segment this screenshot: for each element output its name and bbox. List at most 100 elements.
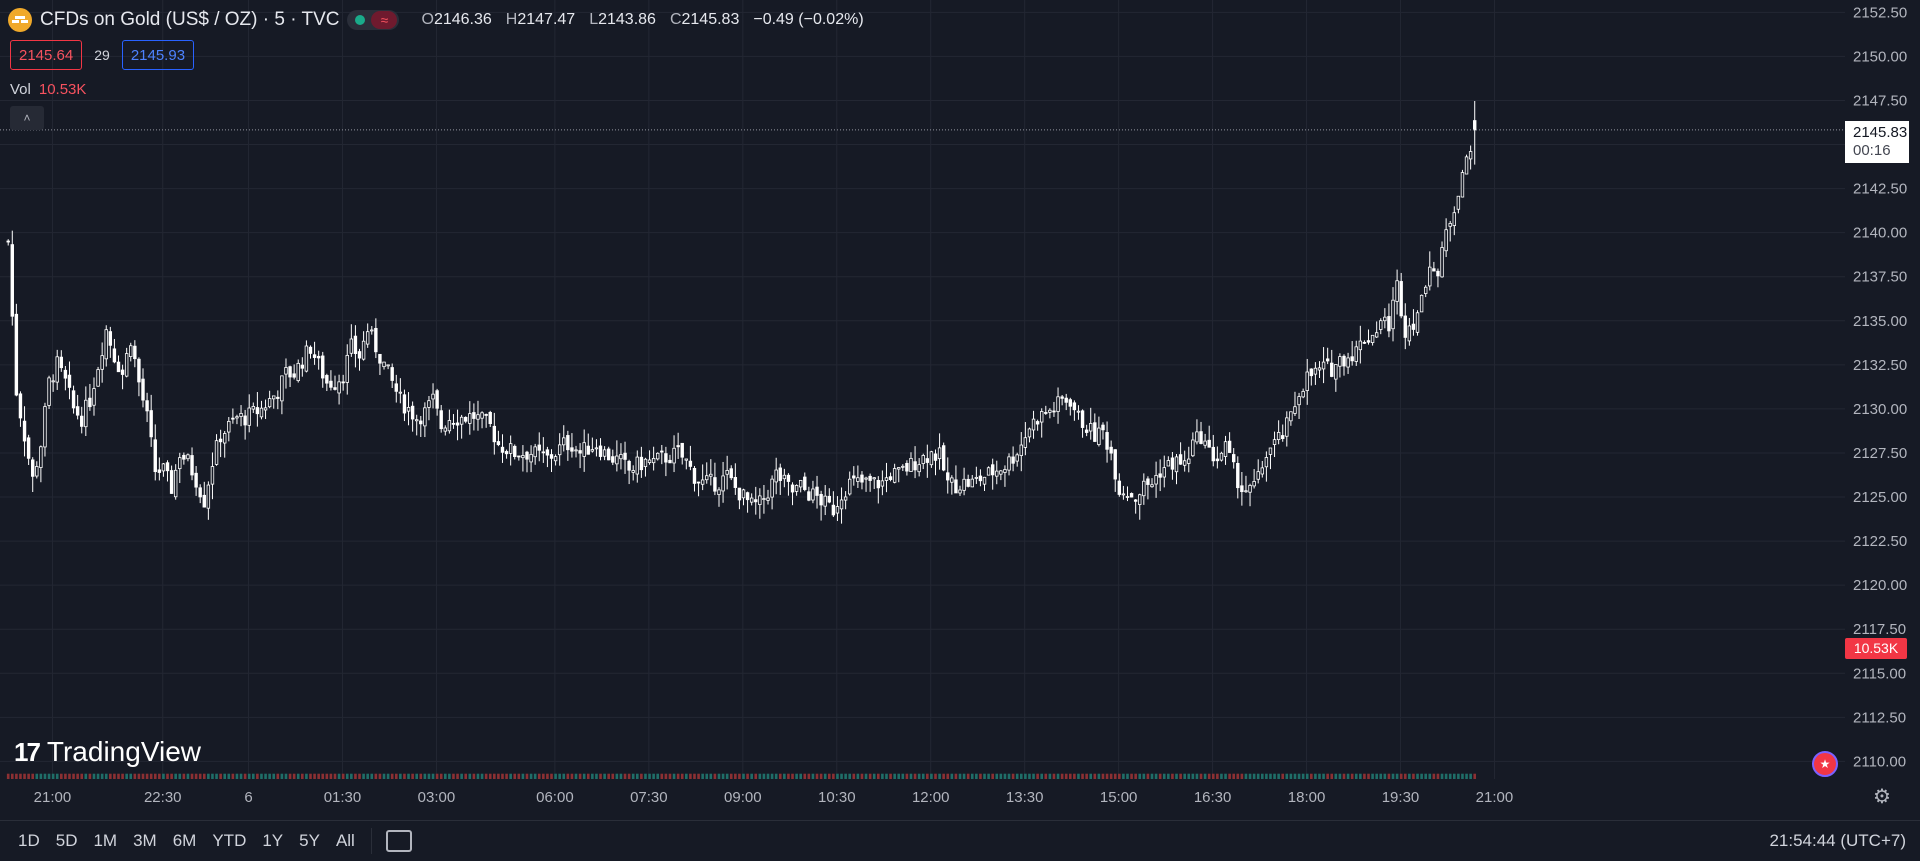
- candle-body: [112, 348, 117, 363]
- volume-bar: [1134, 773, 1137, 779]
- candle-body: [770, 478, 774, 498]
- volume-bar: [1448, 773, 1452, 779]
- volume-bar: [958, 773, 962, 779]
- bid-price[interactable]: 2145.64: [10, 40, 83, 70]
- us-flag-icon[interactable]: ★: [1812, 751, 1838, 777]
- calendar-goto-icon[interactable]: [385, 830, 412, 852]
- candle-body: [231, 417, 235, 420]
- ask-price[interactable]: 2145.93: [121, 40, 195, 70]
- candle-body: [190, 455, 194, 476]
- volume-bar: [243, 773, 247, 779]
- candle-body: [913, 461, 917, 471]
- candle-body: [492, 425, 497, 443]
- volume-bar: [305, 773, 308, 779]
- collapse-legend-button[interactable]: ˄: [10, 106, 44, 130]
- price-chart[interactable]: 2152.502150.002147.502145.002142.502140.…: [0, 0, 1920, 820]
- candle-body: [1240, 485, 1244, 493]
- volume-bar: [1416, 773, 1419, 779]
- candle-body: [1154, 475, 1158, 485]
- candle-body: [88, 397, 92, 408]
- candle-body: [431, 393, 435, 400]
- volume-bar: [1260, 773, 1264, 779]
- volume-bar: [1322, 773, 1325, 779]
- candle-body: [982, 476, 987, 485]
- candle-body: [308, 346, 313, 354]
- candle-body: [778, 467, 782, 481]
- candle-body: [1272, 439, 1277, 445]
- candle-body: [598, 445, 603, 457]
- y-tick-label: 2142.50: [1853, 181, 1907, 198]
- volume-bar: [742, 773, 745, 779]
- y-tick-label: 2130.00: [1853, 401, 1907, 418]
- range-1d-button[interactable]: 1D: [18, 831, 40, 850]
- volume-bar: [1326, 773, 1329, 779]
- range-1y-button[interactable]: 1Y: [262, 831, 284, 850]
- time-axis[interactable]: 21:00 22:30 6 01:30 03:00 06:00 07:30 09:00 10:3…: [34, 789, 1514, 806]
- candle-body: [1211, 446, 1215, 462]
- volume-bar: [1187, 773, 1191, 779]
- candle-body: [153, 439, 157, 473]
- volume-bar: [513, 773, 517, 779]
- volume-bar: [231, 773, 235, 779]
- volume-bar: [227, 773, 231, 779]
- volume-bar: [1032, 773, 1035, 779]
- spread-value: 29: [94, 47, 110, 63]
- range-6m-button[interactable]: 6M: [172, 831, 197, 850]
- range-1m-button[interactable]: 1M: [93, 831, 118, 850]
- volume-bar: [476, 773, 480, 779]
- volume-bar: [1101, 773, 1105, 779]
- volume-bar: [811, 773, 815, 779]
- tradingview-watermark[interactable]: 17 TradingView: [14, 736, 201, 768]
- candle-body: [255, 407, 260, 415]
- volume-bar: [260, 773, 263, 779]
- volume-bar: [117, 773, 120, 779]
- candle-body: [1101, 424, 1105, 431]
- volume-bar: [1256, 773, 1260, 779]
- range-3m-button[interactable]: 3M: [133, 831, 157, 850]
- candle-body: [1256, 471, 1260, 480]
- candle-body: [100, 355, 104, 370]
- candle-body: [705, 475, 709, 481]
- candle-body: [517, 455, 521, 458]
- volume-bar: [153, 773, 157, 779]
- market-status[interactable]: ≈: [347, 10, 400, 30]
- candle-body: [18, 393, 23, 419]
- volume-bar: [43, 773, 47, 779]
- timezone-clock[interactable]: 21:54:44 (UTC+7): [1769, 831, 1906, 850]
- volume-bar: [1081, 773, 1084, 779]
- candle-body: [239, 413, 243, 417]
- range-ytd-button[interactable]: YTD: [212, 831, 247, 850]
- candle-body: [688, 460, 693, 467]
- volume-bar: [1399, 773, 1403, 779]
- candle-body: [570, 447, 574, 452]
- candle-body: [488, 411, 492, 425]
- volume-bar: [868, 773, 872, 779]
- candle-body: [700, 479, 705, 485]
- symbol-title[interactable]: CFDs on Gold (US$ / OZ) · 5 · TVC: [40, 9, 340, 30]
- range-5d-button[interactable]: 5D: [55, 831, 78, 850]
- candle-body: [513, 445, 517, 457]
- candle-body: [353, 335, 358, 355]
- candle-body: [141, 378, 145, 401]
- volume-bar: [619, 773, 623, 779]
- candle-body: [1248, 485, 1252, 493]
- candle-body: [1121, 493, 1126, 496]
- volume-bar: [1216, 773, 1219, 779]
- volume-bar: [566, 773, 570, 779]
- range-5y-button[interactable]: 5Y: [299, 831, 320, 850]
- gear-icon[interactable]: ⚙: [1873, 786, 1891, 808]
- x-tick-label: 15:00: [1100, 789, 1138, 806]
- candle-body: [843, 496, 848, 501]
- volume-bar: [129, 773, 133, 779]
- volume-label[interactable]: Vol: [10, 81, 31, 98]
- candle-body: [754, 499, 758, 503]
- volume-bar: [1420, 773, 1423, 779]
- volume-bar: [725, 773, 729, 779]
- volume-bar: [219, 773, 222, 779]
- range-all-button[interactable]: All: [335, 831, 355, 850]
- volume-bar: [668, 773, 672, 779]
- price-axis[interactable]: 2152.502150.002147.502145.002142.502140.…: [1853, 4, 1907, 770]
- candle-body: [349, 338, 354, 354]
- volume-bar: [362, 773, 365, 779]
- volume-bar: [64, 773, 67, 779]
